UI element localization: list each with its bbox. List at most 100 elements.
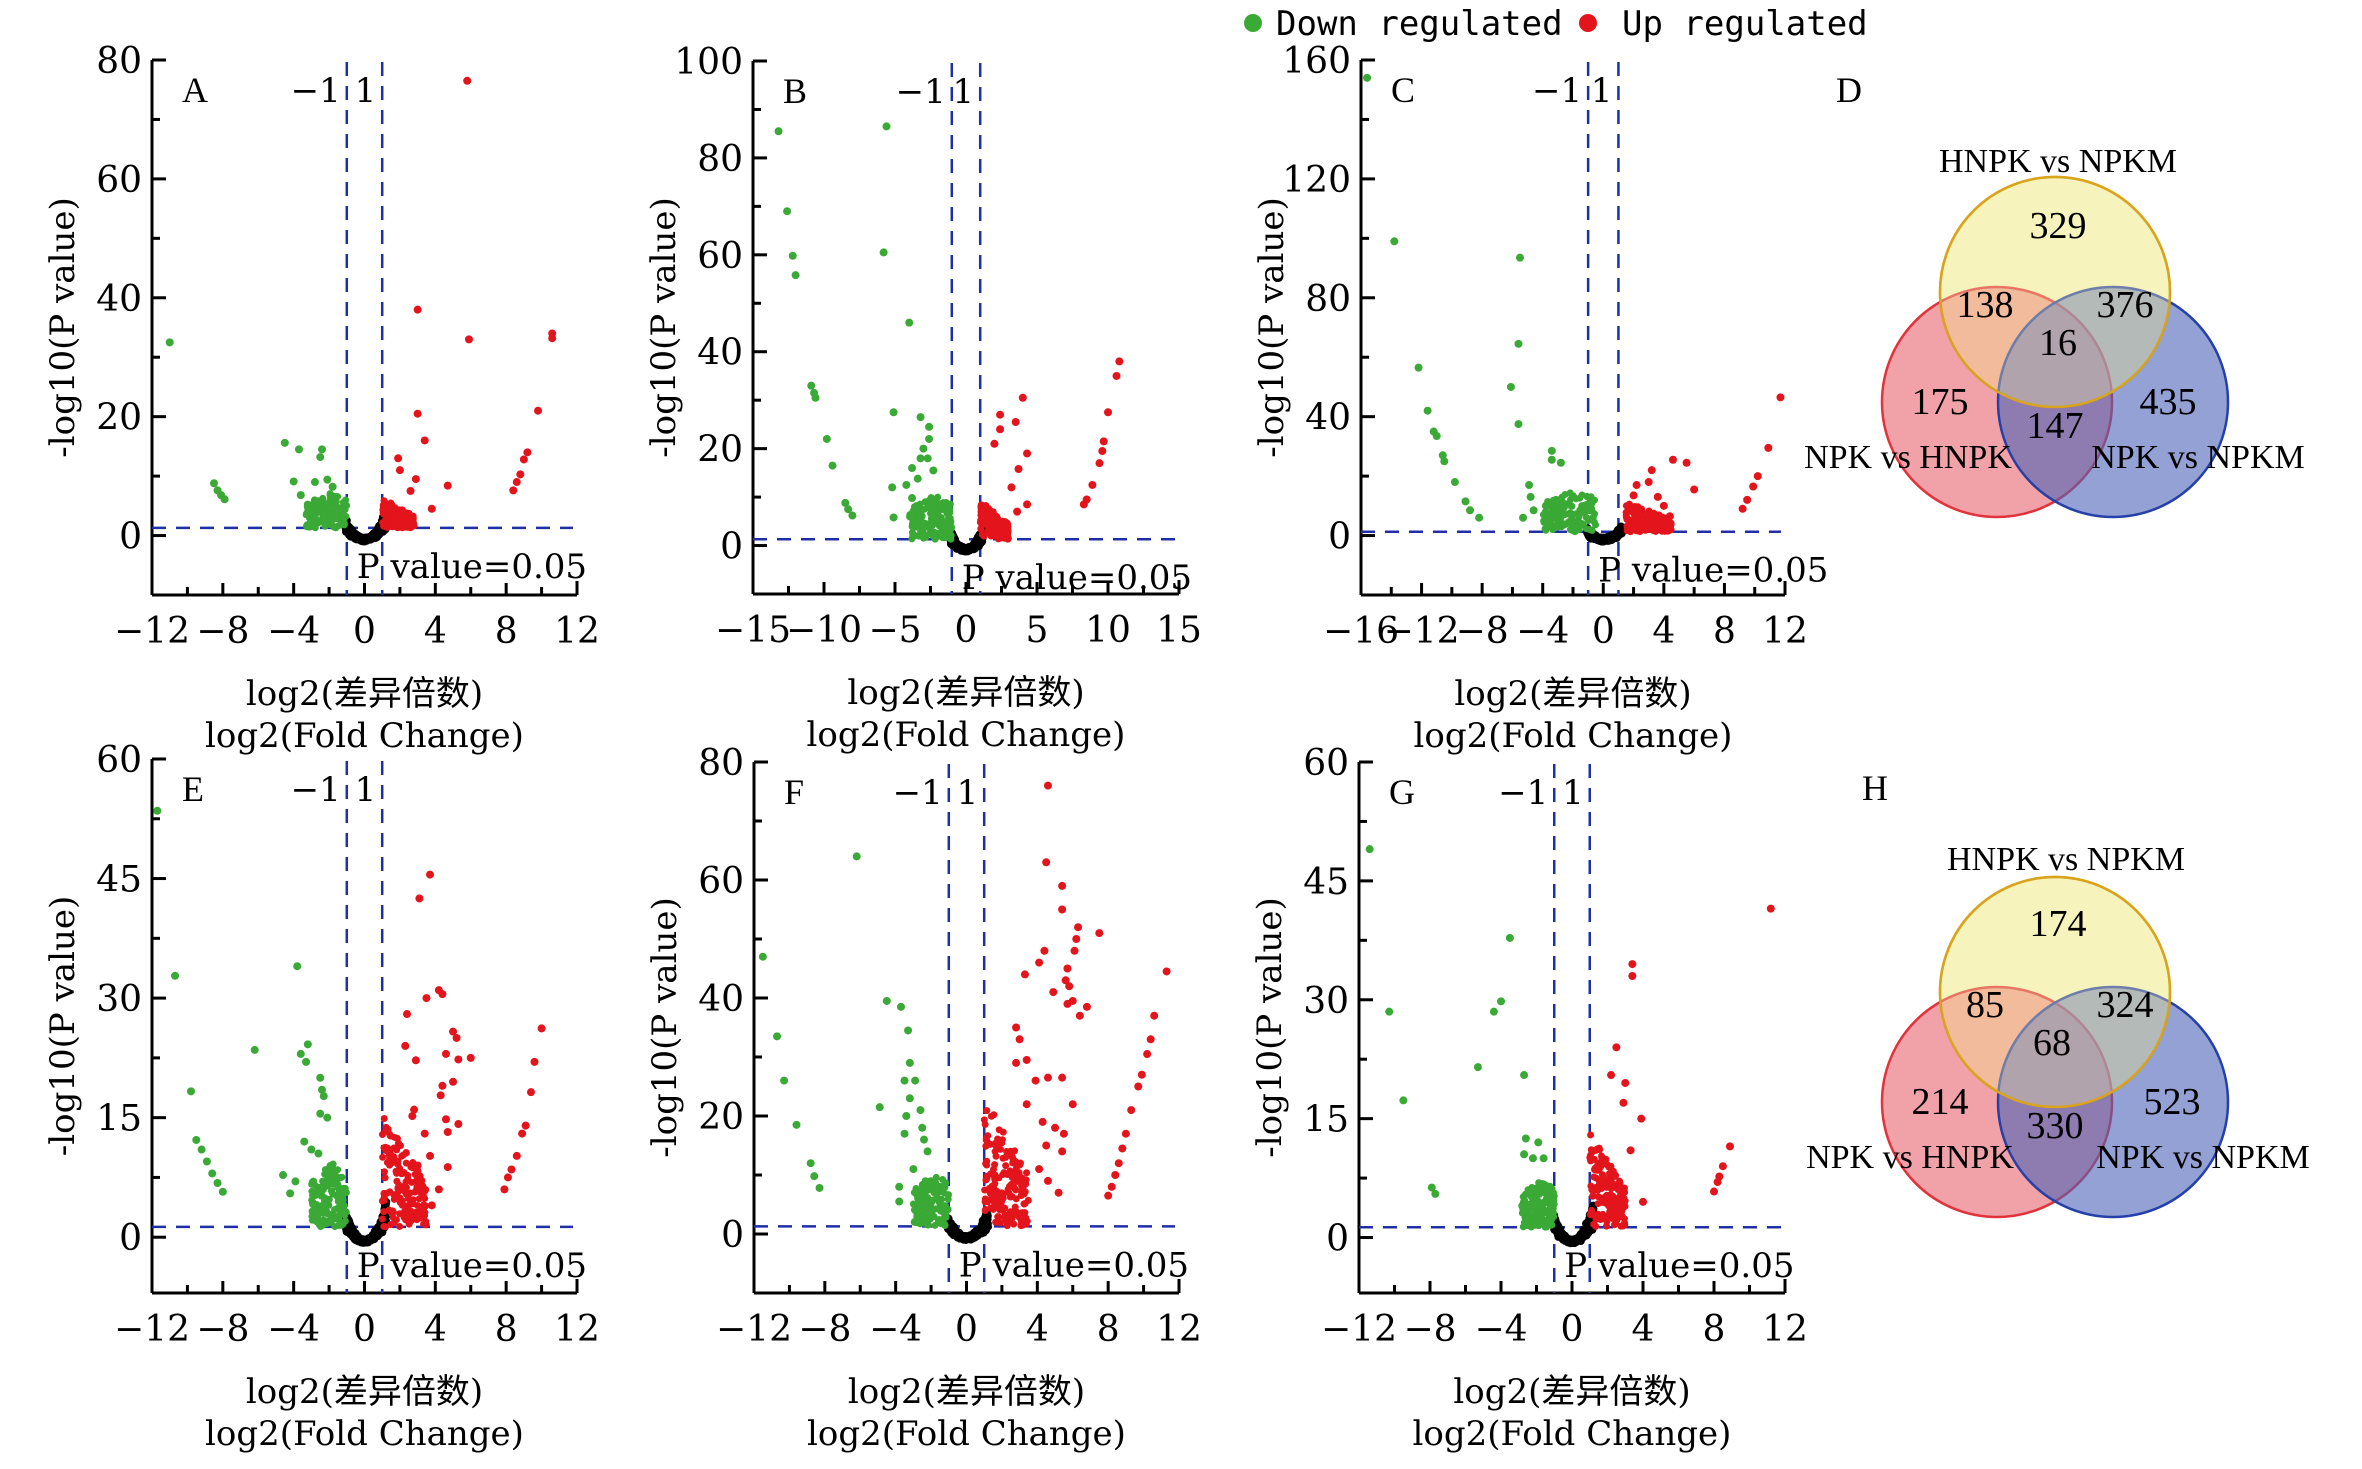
point-up-regulated — [380, 1114, 388, 1122]
point-down-regulated — [339, 498, 347, 506]
point-down-regulated — [1580, 502, 1588, 510]
point-up-regulated — [992, 1142, 1000, 1150]
point-up-regulated — [1003, 1221, 1011, 1229]
scatter-points — [1363, 73, 1785, 546]
point-down-regulated — [305, 514, 313, 522]
point-up-regulated — [1012, 1023, 1021, 1032]
point-down-regulated — [312, 499, 320, 507]
point-up-regulated — [1012, 1186, 1020, 1194]
point-up-regulated — [1074, 923, 1083, 932]
point-down-regulated — [1540, 517, 1548, 525]
point-down-regulated — [922, 1203, 930, 1211]
point-down-regulated — [923, 1218, 931, 1226]
point-down-regulated — [329, 1160, 337, 1168]
point-up-regulated — [519, 455, 528, 464]
point-up-regulated — [1054, 1188, 1063, 1197]
point-down-regulated — [908, 513, 917, 522]
y-tick-label: 80 — [697, 139, 743, 180]
point-up-regulated — [1601, 1158, 1609, 1166]
point-down-regulated — [1583, 514, 1591, 522]
threshold-label-neg: −1 — [291, 770, 341, 810]
point-up-regulated — [998, 1197, 1006, 1205]
venn-count-left-right: 330 — [2027, 1105, 2084, 1147]
point-up-regulated — [382, 507, 390, 515]
point-up-regulated — [989, 1205, 997, 1213]
point-up-regulated — [410, 1105, 419, 1114]
threshold-label-pos: 1 — [957, 773, 979, 813]
point-up-regulated — [443, 481, 452, 490]
point-down-regulated — [1526, 492, 1535, 501]
point-nonsignificant — [969, 543, 978, 552]
y-tick-label: 30 — [1303, 981, 1349, 1022]
point-down-regulated — [1547, 446, 1556, 455]
point-down-regulated — [320, 1216, 328, 1224]
point-down-regulated — [879, 248, 888, 257]
point-up-regulated — [1645, 517, 1653, 525]
point-up-regulated — [1058, 1147, 1067, 1156]
point-up-regulated — [995, 1213, 1003, 1221]
point-down-regulated — [1528, 1184, 1536, 1192]
point-down-regulated — [1519, 513, 1528, 522]
point-up-regulated — [396, 1222, 404, 1230]
point-up-regulated — [523, 448, 532, 457]
point-down-regulated — [941, 1202, 949, 1210]
point-down-regulated — [1519, 1193, 1527, 1201]
point-down-regulated — [319, 1209, 327, 1217]
y-tick-label: 20 — [96, 398, 142, 439]
point-up-regulated — [512, 478, 521, 487]
venn-set-top-outline — [1938, 875, 2172, 1109]
point-up-regulated — [1095, 929, 1104, 938]
point-up-regulated — [1006, 1216, 1014, 1224]
venn-set-label-left: NPK vs HNPK — [1806, 1139, 2014, 1176]
point-up-regulated — [507, 1165, 516, 1174]
point-down-regulated — [1520, 1150, 1529, 1159]
point-up-regulated — [977, 526, 985, 534]
panel-letter: F — [784, 772, 804, 812]
x-tick-label: −4 — [869, 1309, 922, 1350]
point-up-regulated — [1598, 1171, 1606, 1179]
point-down-regulated — [340, 1209, 348, 1217]
point-up-regulated — [1079, 500, 1088, 509]
point-up-regulated — [1655, 511, 1663, 519]
point-up-regulated — [1725, 1142, 1734, 1151]
point-up-regulated — [986, 1189, 994, 1197]
venn-count-center: 68 — [2033, 1022, 2071, 1064]
threshold-label-neg: −1 — [1498, 773, 1548, 813]
point-down-regulated — [308, 1207, 316, 1215]
point-up-regulated — [1644, 478, 1653, 487]
point-down-regulated — [1539, 1154, 1548, 1163]
point-up-regulated — [1623, 514, 1631, 522]
point-down-regulated — [328, 482, 337, 491]
venn-set-right — [1996, 285, 2230, 519]
x-tick-label: 0 — [353, 1309, 376, 1350]
point-up-regulated — [1075, 1011, 1084, 1020]
point-up-regulated — [1137, 1070, 1146, 1079]
point-up-regulated — [406, 1189, 414, 1197]
point-up-regulated — [991, 520, 999, 528]
point-up-regulated — [1612, 1043, 1621, 1052]
venn-count-only-top: 329 — [2030, 205, 2087, 247]
threshold-label-neg: −1 — [1532, 71, 1582, 111]
point-up-regulated — [1043, 781, 1052, 790]
x-tick-label: 12 — [1762, 611, 1808, 652]
point-up-regulated — [1620, 1184, 1628, 1192]
venn-count-only-left: 175 — [1912, 381, 1969, 423]
pvalue-threshold-label: P value=0.05 — [962, 558, 1192, 598]
y-tick-label: 30 — [96, 979, 142, 1020]
point-up-regulated — [1099, 437, 1108, 446]
point-up-regulated — [393, 1177, 401, 1185]
point-up-regulated — [413, 305, 422, 314]
point-up-regulated — [1107, 1182, 1116, 1191]
y-axis-title: -log10(P value) — [645, 897, 685, 1157]
point-up-regulated — [378, 1215, 386, 1223]
point-down-regulated — [908, 523, 916, 531]
point-down-regulated — [1544, 512, 1552, 520]
point-up-regulated — [1112, 371, 1121, 380]
threshold-label-pos: 1 — [355, 770, 377, 810]
point-down-regulated — [329, 522, 337, 530]
point-down-regulated — [309, 1200, 317, 1208]
y-tick-label: 20 — [698, 1097, 744, 1138]
point-down-regulated — [895, 1182, 904, 1191]
point-up-regulated — [1606, 1170, 1614, 1178]
point-down-regulated — [1539, 1220, 1547, 1228]
